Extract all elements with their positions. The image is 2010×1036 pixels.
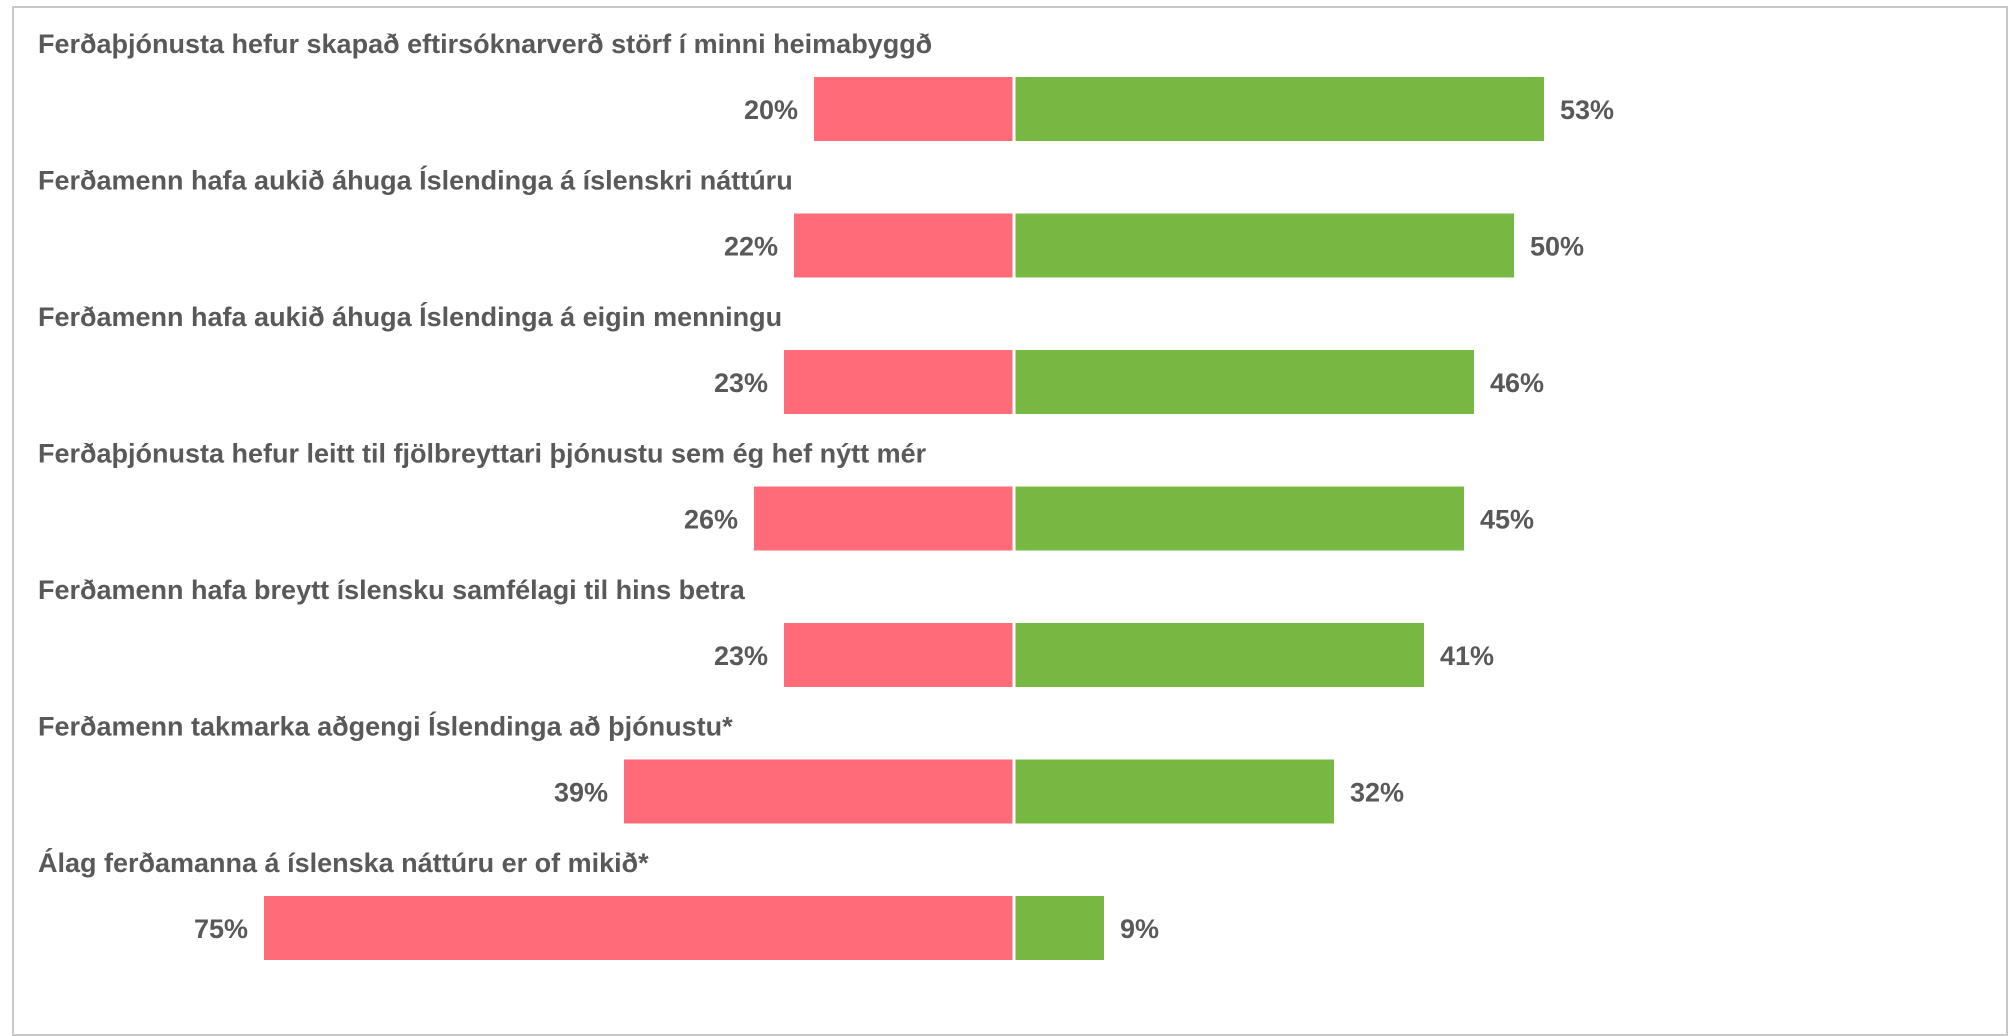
chart-row: Ferðamenn hafa aukið áhuga Íslendinga á …	[38, 165, 1584, 278]
category-label: Ferðamenn hafa aukið áhuga Íslendinga á …	[38, 301, 782, 332]
category-label: Ferðaþjónusta hefur leitt til fjölbreytt…	[38, 439, 927, 469]
bar-negative	[794, 213, 1014, 278]
chart-row: Ferðamenn hafa aukið áhuga Íslendinga á …	[38, 301, 1544, 414]
bar-positive	[1014, 486, 1464, 551]
value-label-negative: 26%	[684, 505, 738, 535]
value-label-negative: 23%	[714, 641, 768, 671]
value-label-positive: 9%	[1120, 914, 1159, 944]
value-label-negative: 23%	[714, 368, 768, 398]
bar-positive	[1014, 759, 1334, 824]
bar-positive	[1014, 350, 1474, 414]
bar-negative	[784, 350, 1014, 414]
value-label-negative: 22%	[724, 232, 778, 262]
bar-positive	[1014, 77, 1544, 141]
value-label-negative: 75%	[194, 914, 248, 944]
category-label: Ferðamenn takmarka aðgengi Íslendinga að…	[38, 711, 733, 742]
bar-positive	[1014, 896, 1104, 960]
value-label-negative: 20%	[744, 95, 798, 125]
value-label-positive: 32%	[1350, 778, 1404, 808]
value-label-positive: 46%	[1490, 368, 1544, 398]
category-label: Ferðaþjónusta hefur skapað eftirsóknarve…	[38, 29, 932, 59]
chart-row: Ferðaþjónusta hefur leitt til fjölbreytt…	[38, 439, 1534, 551]
chart-row: Álag ferðamanna á íslenska náttúru er of…	[38, 847, 1159, 960]
category-label: Álag ferðamanna á íslenska náttúru er of…	[38, 847, 649, 878]
bar-positive	[1014, 213, 1514, 278]
bar-negative	[754, 486, 1014, 551]
value-label-positive: 53%	[1560, 95, 1614, 125]
bar-negative	[784, 623, 1014, 687]
bar-positive	[1014, 623, 1424, 687]
value-label-positive: 50%	[1530, 232, 1584, 262]
value-label-negative: 39%	[554, 778, 608, 808]
bar-negative	[624, 759, 1014, 824]
bar-negative	[264, 896, 1014, 960]
value-label-positive: 45%	[1480, 505, 1534, 535]
category-label: Ferðamenn hafa breytt íslensku samfélagi…	[38, 575, 746, 605]
chart-row: Ferðaþjónusta hefur skapað eftirsóknarve…	[38, 29, 1614, 141]
chart-row: Ferðamenn takmarka aðgengi Íslendinga að…	[38, 711, 1404, 824]
value-label-positive: 41%	[1440, 641, 1494, 671]
category-label: Ferðamenn hafa aukið áhuga Íslendinga á …	[38, 165, 793, 196]
bar-negative	[814, 77, 1014, 141]
chart-row: Ferðamenn hafa breytt íslensku samfélagi…	[38, 575, 1494, 687]
